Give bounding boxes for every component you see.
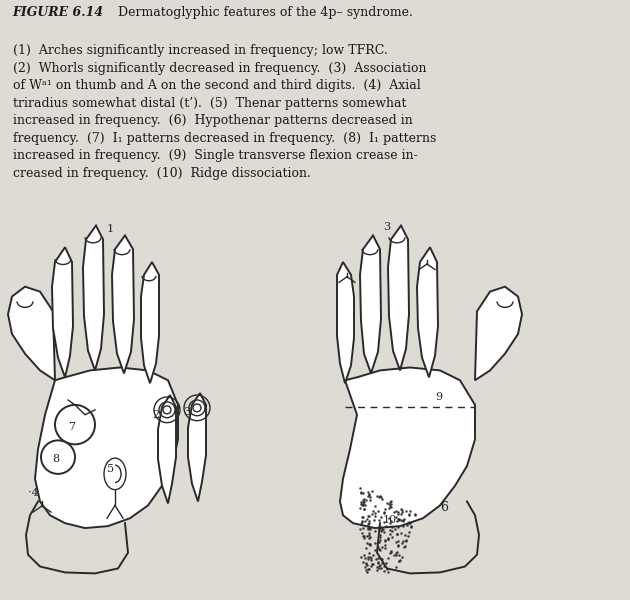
Text: 9: 9 — [435, 392, 442, 402]
Ellipse shape — [104, 458, 126, 490]
Polygon shape — [52, 247, 73, 377]
Circle shape — [41, 440, 75, 474]
Polygon shape — [35, 367, 178, 528]
Polygon shape — [337, 262, 354, 383]
Polygon shape — [141, 262, 159, 383]
Polygon shape — [360, 235, 381, 373]
Text: (1)  Arches significantly increased in frequency; low TFRC.
(2)  Whorls signific: (1) Arches significantly increased in fr… — [13, 44, 436, 180]
Polygon shape — [8, 287, 55, 380]
Text: 5: 5 — [107, 464, 114, 474]
Text: 2: 2 — [152, 410, 159, 420]
Text: 1: 1 — [107, 224, 114, 235]
Polygon shape — [112, 235, 134, 373]
Polygon shape — [417, 247, 438, 377]
Text: FIGURE 6.14: FIGURE 6.14 — [13, 6, 104, 19]
Text: Dermatoglyphic features of the 4p– syndrome.: Dermatoglyphic features of the 4p– syndr… — [106, 6, 413, 19]
Polygon shape — [83, 226, 104, 370]
Polygon shape — [158, 395, 176, 503]
Text: 10: 10 — [383, 515, 398, 525]
Text: ·4: ·4 — [28, 488, 38, 497]
Text: 8: 8 — [52, 454, 60, 464]
Polygon shape — [188, 393, 206, 502]
Text: 6: 6 — [440, 502, 448, 514]
Text: 3: 3 — [383, 221, 390, 232]
Text: 7: 7 — [69, 422, 76, 431]
Polygon shape — [475, 287, 522, 380]
Polygon shape — [340, 367, 475, 528]
Circle shape — [55, 405, 95, 445]
Text: 3: 3 — [183, 407, 190, 417]
Polygon shape — [388, 226, 409, 370]
